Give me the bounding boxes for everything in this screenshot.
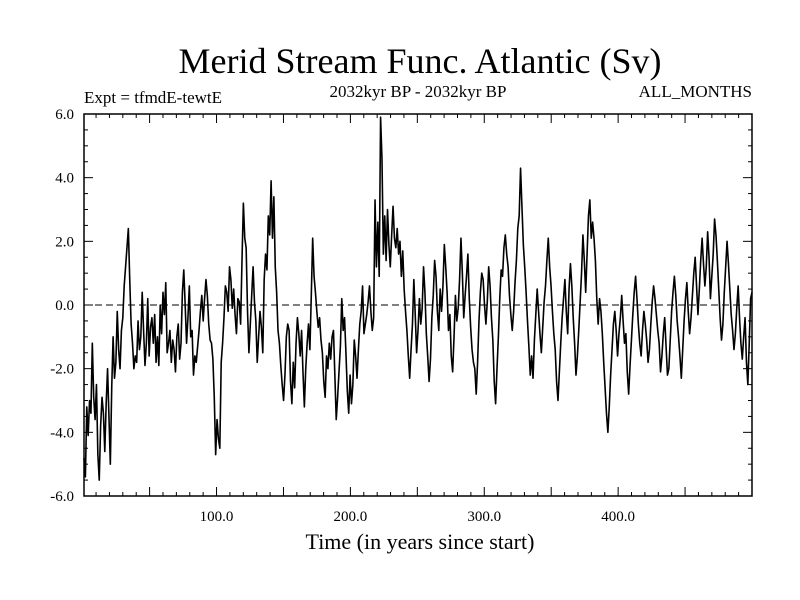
plot-frame bbox=[83, 113, 753, 497]
experiment-label: Expt = tfmdE-tewtE bbox=[84, 88, 222, 107]
y-tick-label: 0.0 bbox=[55, 298, 74, 314]
y-tick-label: 2.0 bbox=[55, 234, 74, 250]
months-label: ALL_MONTHS bbox=[639, 82, 752, 101]
period-label: 2032kyr BP - 2032kyr BP bbox=[330, 82, 507, 101]
chart-title: Merid Stream Func. Atlantic (Sv) bbox=[179, 41, 662, 81]
y-tick-label: 6.0 bbox=[55, 107, 74, 123]
x-tick-label: 100.0 bbox=[200, 509, 234, 525]
x-tick-label: 400.0 bbox=[601, 509, 635, 525]
y-tick-label: -6.0 bbox=[50, 489, 74, 505]
x-tick-label: 200.0 bbox=[334, 509, 368, 525]
series-line bbox=[83, 116, 753, 481]
y-tick-label: 4.0 bbox=[55, 171, 74, 187]
y-tick-label: -2.0 bbox=[50, 362, 74, 378]
y-tick-label: -4.0 bbox=[50, 425, 74, 441]
x-axis-label: Time (in years since start) bbox=[306, 529, 535, 554]
x-tick-label: 300.0 bbox=[467, 509, 501, 525]
